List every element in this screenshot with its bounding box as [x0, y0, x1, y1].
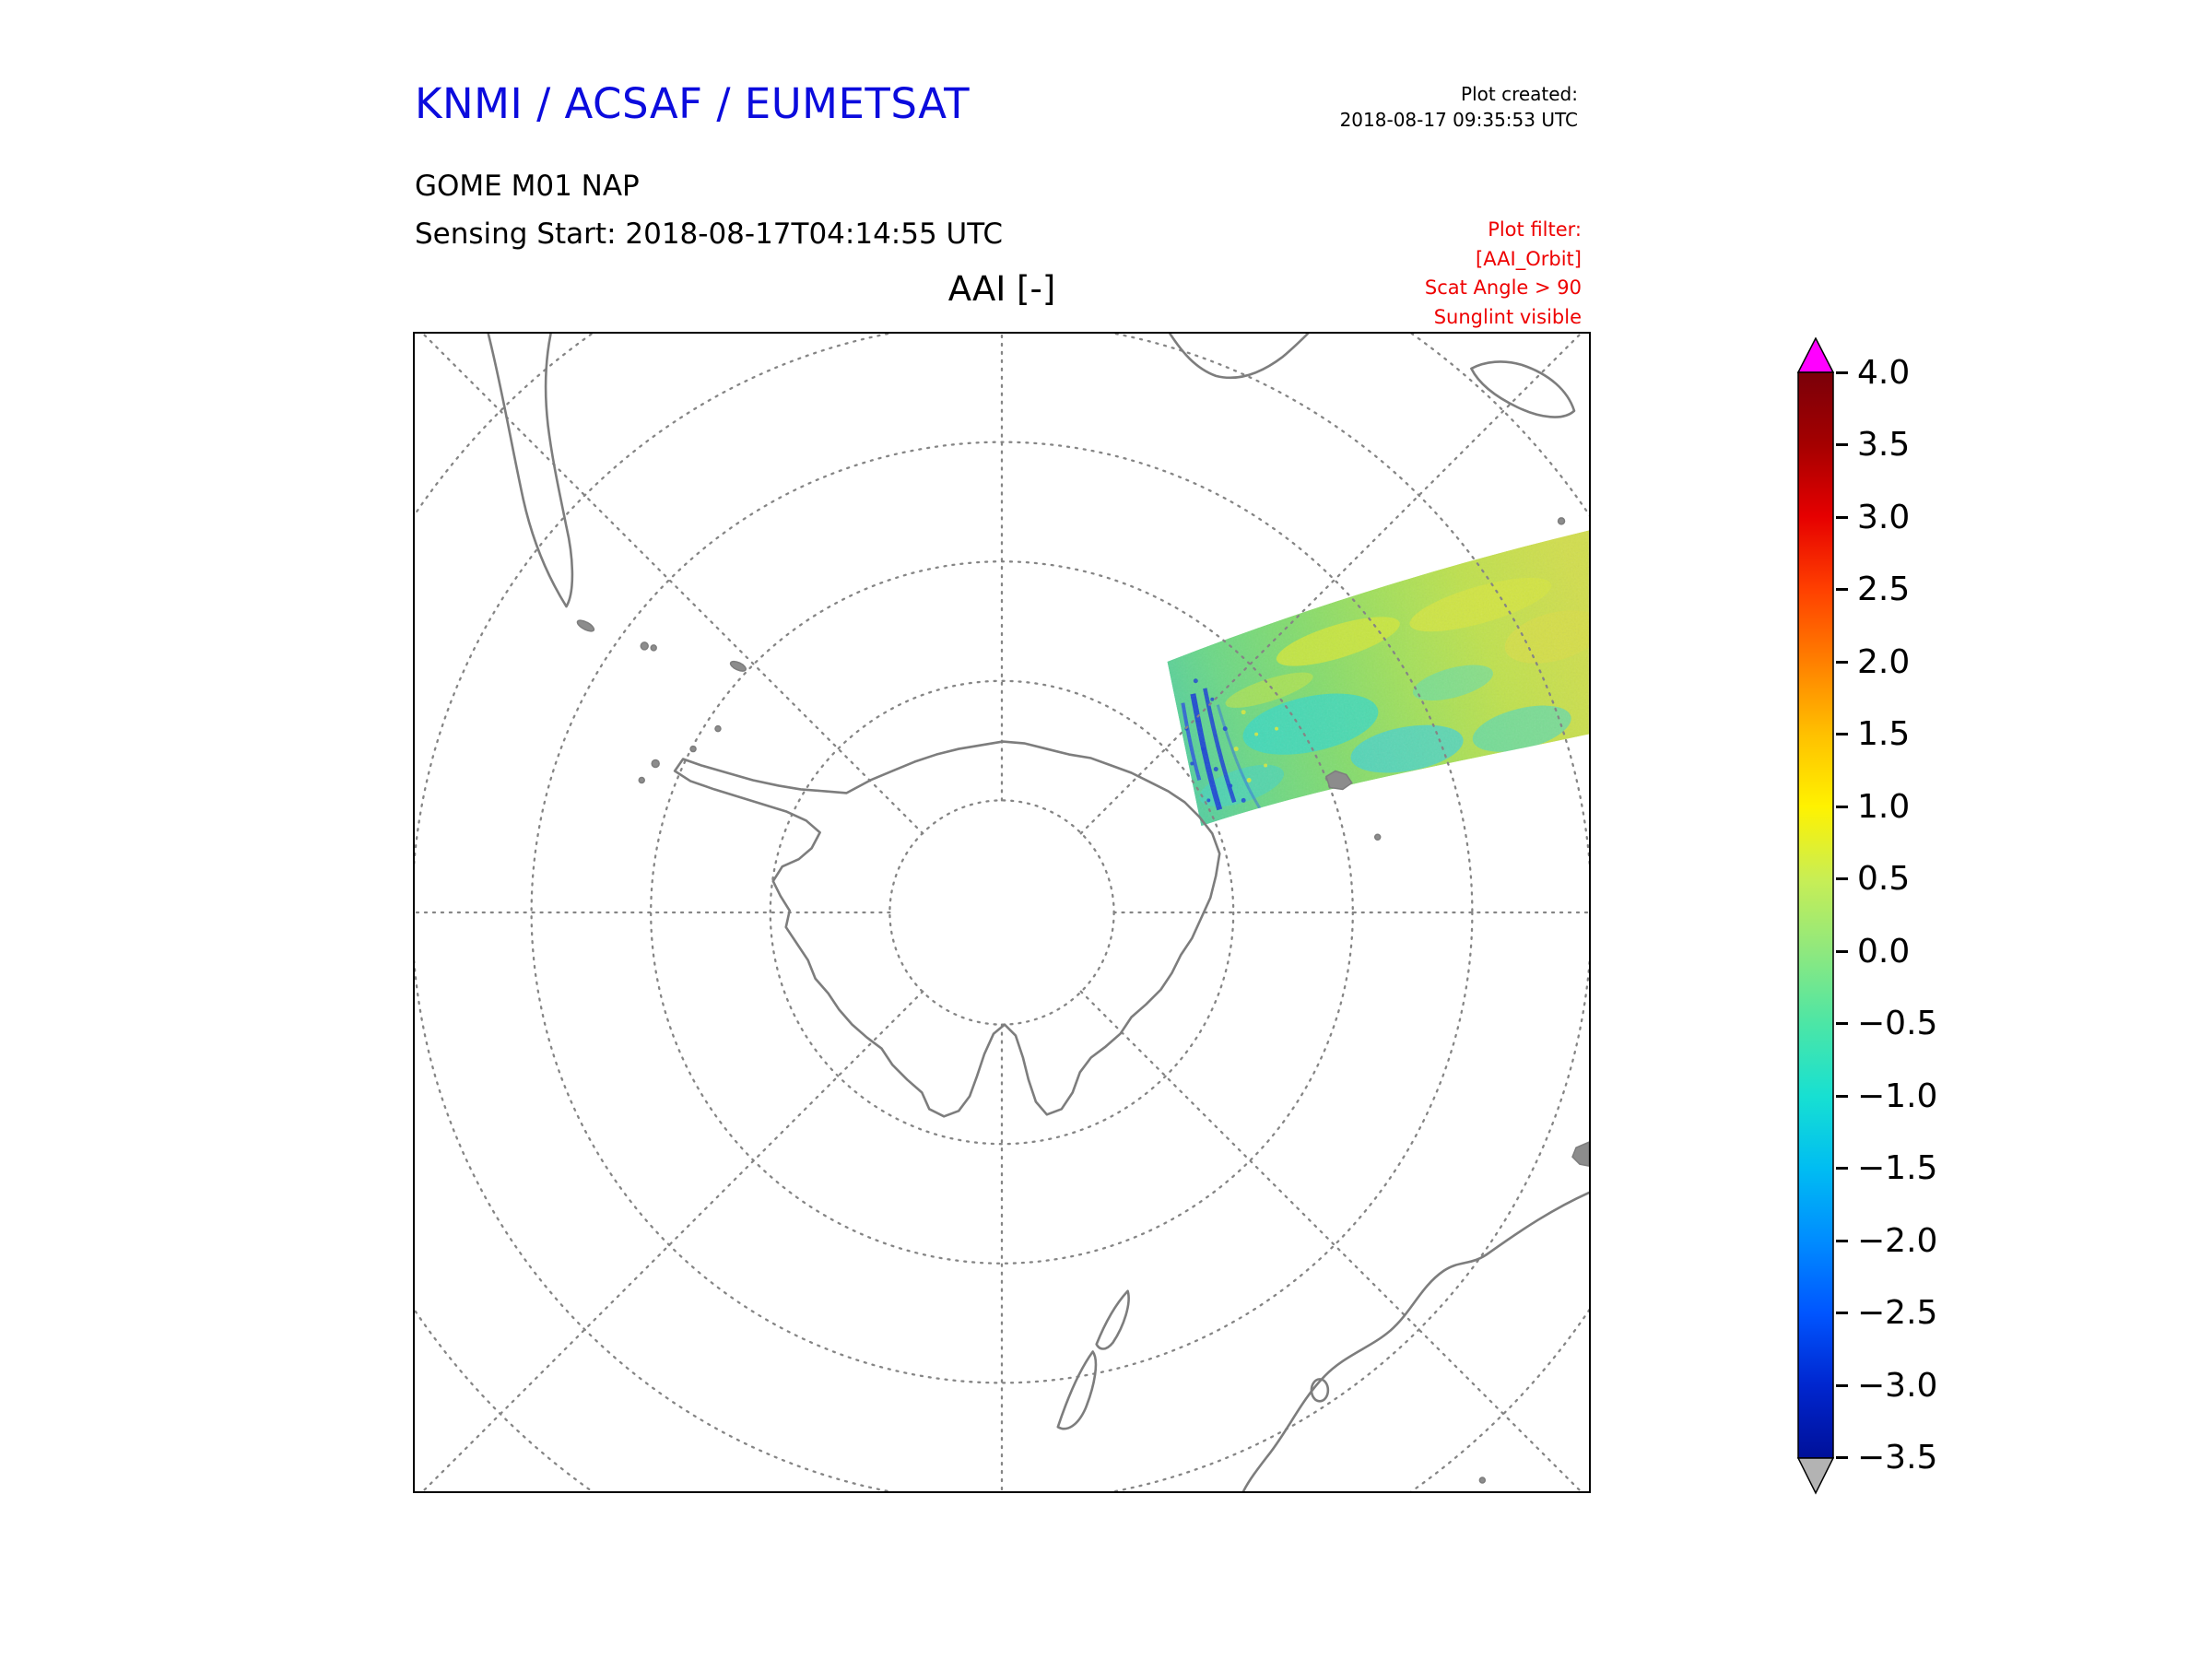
colorbar-tick-labels: 4.0 3.5 3.0 2.5 2.0 1.5 1.0 0.5 0.0 −0.5…	[1836, 354, 1937, 1477]
plot-created-label: Plot created:	[1461, 83, 1578, 105]
tick-mark	[1836, 877, 1848, 881]
plot-created-timestamp: 2018-08-17 09:35:53 UTC	[1339, 109, 1578, 131]
madagascar-coastline	[1470, 360, 1576, 418]
tick-mark	[1836, 1383, 1848, 1387]
tick-mark	[1836, 1312, 1848, 1315]
isla-de-los-estados	[576, 619, 595, 632]
filter-line-1: Plot filter:	[1488, 218, 1582, 241]
new-zealand-south-island	[1056, 1350, 1098, 1430]
right-edge-island	[1571, 1141, 1589, 1167]
tick-mark	[1836, 1167, 1848, 1171]
colorbar-over-arrow	[1797, 337, 1834, 373]
south-orkney-island	[714, 724, 722, 733]
kerguelen-island	[1324, 770, 1353, 791]
heard-island	[1373, 833, 1382, 841]
colorbar	[1797, 337, 1834, 1495]
tick-mark	[1836, 660, 1848, 664]
map-svg	[415, 334, 1589, 1491]
south-america-coastline	[487, 334, 574, 608]
tick-mark	[1836, 1239, 1848, 1242]
australia-coastline	[1241, 1191, 1589, 1491]
tick-mark	[1836, 1022, 1848, 1026]
tick-mark	[1836, 1094, 1848, 1098]
graticule-meridians	[415, 334, 1589, 1491]
tick-mark	[1836, 1456, 1848, 1460]
map-frame	[413, 332, 1591, 1493]
filter-line-4: Sunglint visible	[1433, 305, 1582, 328]
new-zealand-north-island	[1095, 1289, 1130, 1350]
colorbar-gradient-bar	[1797, 371, 1834, 1459]
filter-line-3: Scat Angle > 90	[1424, 276, 1582, 299]
antarctica-coastline	[673, 740, 1221, 1118]
coastlines	[487, 334, 1589, 1491]
aai-swath	[1167, 530, 1589, 827]
tick-mark	[1836, 805, 1848, 808]
organisation-title: KNMI / ACSAF / EUMETSAT	[415, 79, 971, 128]
south-georgia-island	[729, 660, 747, 672]
plot-created-block: Plot created: 2018-08-17 09:35:53 UTC	[1340, 81, 1578, 133]
tick-mark	[1836, 733, 1848, 736]
africa-coastline	[1169, 334, 1310, 380]
peninsula-islands	[651, 759, 660, 769]
colorbar-under-arrow	[1797, 1457, 1834, 1495]
falkland-islands	[640, 641, 649, 651]
tasmania-coastline	[1310, 1378, 1330, 1403]
sensing-start-line: Sensing Start: 2018-08-17T04:14:55 UTC	[415, 218, 1003, 251]
plot-title: AAI [-]	[947, 269, 1056, 309]
plot-filter-block: Plot filter: [AAI_Orbit] Scat Angle > 90…	[1425, 216, 1582, 332]
tick-mark	[1836, 588, 1848, 592]
filter-line-2: [AAI_Orbit]	[1476, 247, 1582, 270]
instrument-title: GOME M01 NAP	[415, 170, 640, 203]
small-island-marker	[1557, 517, 1566, 525]
tick-mark	[1836, 515, 1848, 519]
tick-mark	[1836, 949, 1848, 953]
tick-mark	[1836, 371, 1848, 374]
tick-mark	[1836, 443, 1848, 447]
